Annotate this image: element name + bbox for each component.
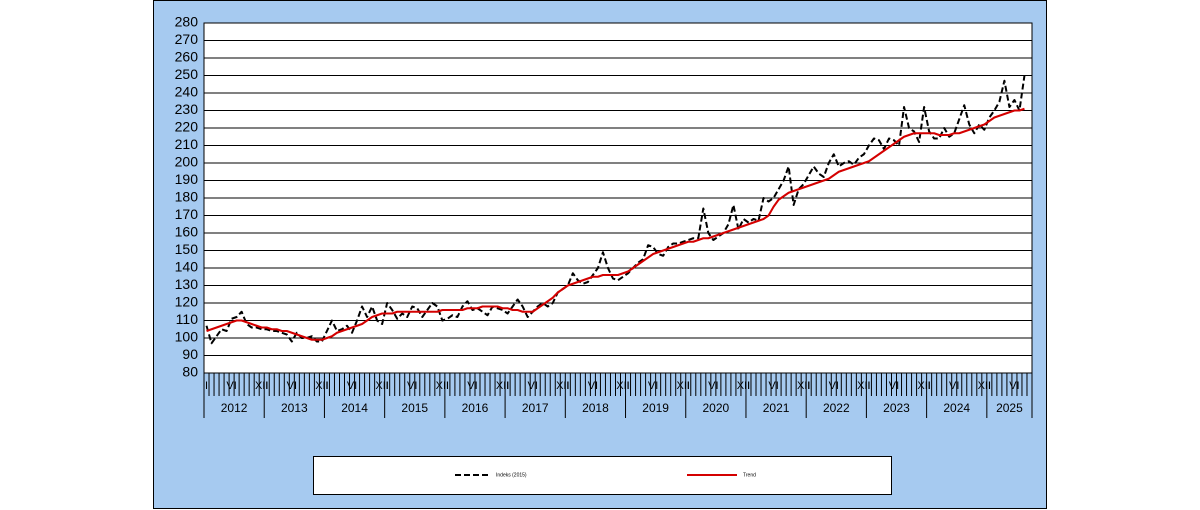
x-group-label: 2022 bbox=[823, 401, 850, 415]
x-group-label: 2013 bbox=[281, 401, 308, 415]
x-tick-label: I bbox=[506, 380, 509, 392]
x-tick-label: I bbox=[747, 380, 750, 392]
x-tick-label: VI bbox=[287, 380, 297, 392]
x-tick-label: VI bbox=[889, 380, 899, 392]
x-tick-label: I bbox=[265, 380, 268, 392]
x-tick-label: XII bbox=[375, 380, 388, 392]
y-tick-label: 160 bbox=[175, 224, 199, 240]
x-tick-label: XII bbox=[677, 380, 690, 392]
y-tick-label: 150 bbox=[175, 241, 199, 257]
x-tick-label: I bbox=[928, 380, 931, 392]
x-group-label: 2025 bbox=[996, 401, 1023, 415]
x-tick-label: VI bbox=[949, 380, 959, 392]
x-group-label: 2012 bbox=[221, 401, 248, 415]
y-tick-label: 250 bbox=[175, 66, 199, 82]
x-tick-label: VI bbox=[708, 380, 718, 392]
x-tick-label: I bbox=[867, 380, 870, 392]
x-group-label: 2016 bbox=[462, 401, 489, 415]
y-tick-label: 270 bbox=[175, 31, 199, 47]
y-tick-label: 180 bbox=[175, 189, 199, 205]
legend-label: Indeks (2015) bbox=[496, 472, 527, 478]
y-tick-label: 190 bbox=[175, 171, 199, 187]
x-tick-label: XII bbox=[436, 380, 449, 392]
x-tick-label: I bbox=[807, 380, 810, 392]
y-tick-label: 130 bbox=[175, 276, 199, 292]
x-tick-label: VI bbox=[768, 380, 778, 392]
legend bbox=[313, 456, 892, 495]
x-tick-label: VI bbox=[226, 380, 236, 392]
x-group-label: 2018 bbox=[582, 401, 609, 415]
x-tick-label: I bbox=[988, 380, 991, 392]
x-tick-label: XII bbox=[255, 380, 268, 392]
x-tick-label: VI bbox=[829, 380, 839, 392]
legend-label: Trend bbox=[743, 472, 756, 478]
x-tick-label: XII bbox=[917, 380, 930, 392]
y-tick-label: 210 bbox=[175, 136, 199, 152]
y-tick-label: 260 bbox=[175, 49, 199, 65]
y-tick-label: 120 bbox=[175, 294, 199, 310]
x-tick-label: VI bbox=[467, 380, 477, 392]
x-group-label: 2019 bbox=[642, 401, 669, 415]
x-tick-label: I bbox=[687, 380, 690, 392]
x-tick-label: XII bbox=[616, 380, 629, 392]
x-tick-label: VI bbox=[648, 380, 658, 392]
x-tick-label: XII bbox=[978, 380, 991, 392]
y-tick-label: 220 bbox=[175, 119, 199, 135]
x-tick-label: I bbox=[446, 380, 449, 392]
y-tick-label: 100 bbox=[175, 329, 199, 345]
x-group-label: 2021 bbox=[763, 401, 790, 415]
x-tick-label: XII bbox=[737, 380, 750, 392]
y-tick-label: 140 bbox=[175, 259, 199, 275]
x-tick-label: VI bbox=[347, 380, 357, 392]
x-group-label: 2024 bbox=[943, 401, 970, 415]
x-tick-label: VI bbox=[1009, 380, 1019, 392]
x-group-label: 2014 bbox=[341, 401, 368, 415]
x-tick-label: VI bbox=[588, 380, 598, 392]
x-tick-label: XII bbox=[797, 380, 810, 392]
x-tick-label: XII bbox=[556, 380, 569, 392]
y-tick-label: 110 bbox=[176, 311, 199, 327]
y-tick-label: 170 bbox=[175, 206, 199, 222]
y-tick-label: 240 bbox=[175, 84, 199, 100]
x-tick-label: XII bbox=[315, 380, 328, 392]
y-tick-label: 280 bbox=[175, 14, 199, 30]
x-tick-label: XII bbox=[857, 380, 870, 392]
x-group-label: 2023 bbox=[883, 401, 910, 415]
x-tick-label: I bbox=[627, 380, 630, 392]
y-tick-label: 80 bbox=[182, 364, 198, 380]
x-group-label: 2015 bbox=[401, 401, 428, 415]
series-line bbox=[205, 75, 1026, 345]
x-tick-label: XII bbox=[496, 380, 509, 392]
y-tick-label: 200 bbox=[175, 154, 199, 170]
x-tick-label: VI bbox=[407, 380, 417, 392]
series-line bbox=[206, 107, 1025, 341]
y-tick-label: 90 bbox=[182, 346, 198, 362]
x-tick-label: I bbox=[325, 380, 328, 392]
y-tick-label: 230 bbox=[175, 101, 199, 117]
x-group-label: 2017 bbox=[522, 401, 549, 415]
x-tick-label: I bbox=[566, 380, 569, 392]
x-tick-label: I bbox=[386, 380, 389, 392]
x-tick-label: VI bbox=[527, 380, 537, 392]
x-group-label: 2020 bbox=[703, 401, 730, 415]
x-tick-label: I bbox=[205, 380, 208, 392]
